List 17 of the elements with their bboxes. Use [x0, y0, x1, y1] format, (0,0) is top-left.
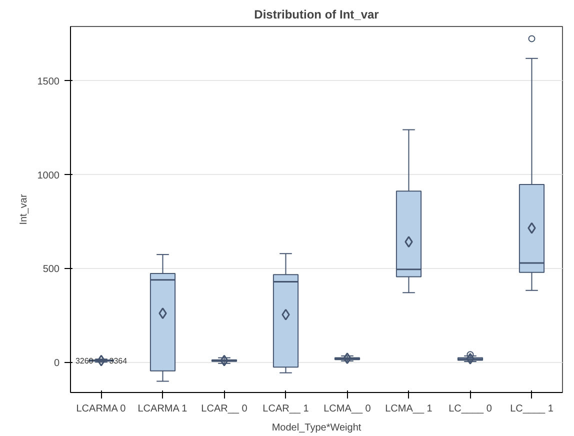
- y-axis-title: Int_var: [18, 194, 30, 225]
- x-tick-label: LCARMA 0: [76, 404, 126, 414]
- y-tick-label: 0: [54, 358, 60, 369]
- y-tick-label: 500: [42, 264, 60, 276]
- annotation: 3260: [75, 356, 94, 366]
- x-tick-label: LCARMA 1: [138, 404, 188, 414]
- y-tick-label: 1500: [37, 76, 60, 88]
- annotation: 3364: [109, 356, 128, 366]
- x-tick-label: LC____ 0: [448, 404, 492, 414]
- x-tick-label: LCMA__ 0: [324, 404, 372, 414]
- x-tick-label: LC____ 1: [510, 404, 554, 414]
- x-axis-title: Model_Type*Weight: [272, 422, 362, 434]
- x-tick-label: LCAR__ 1: [262, 404, 310, 414]
- x-tick-label: LCMA__ 1: [385, 404, 433, 414]
- x-tick-label: LCAR__ 0: [201, 404, 248, 414]
- y-tick-label: 1000: [37, 170, 60, 182]
- chart-title: Distribution of Int_var: [254, 8, 380, 22]
